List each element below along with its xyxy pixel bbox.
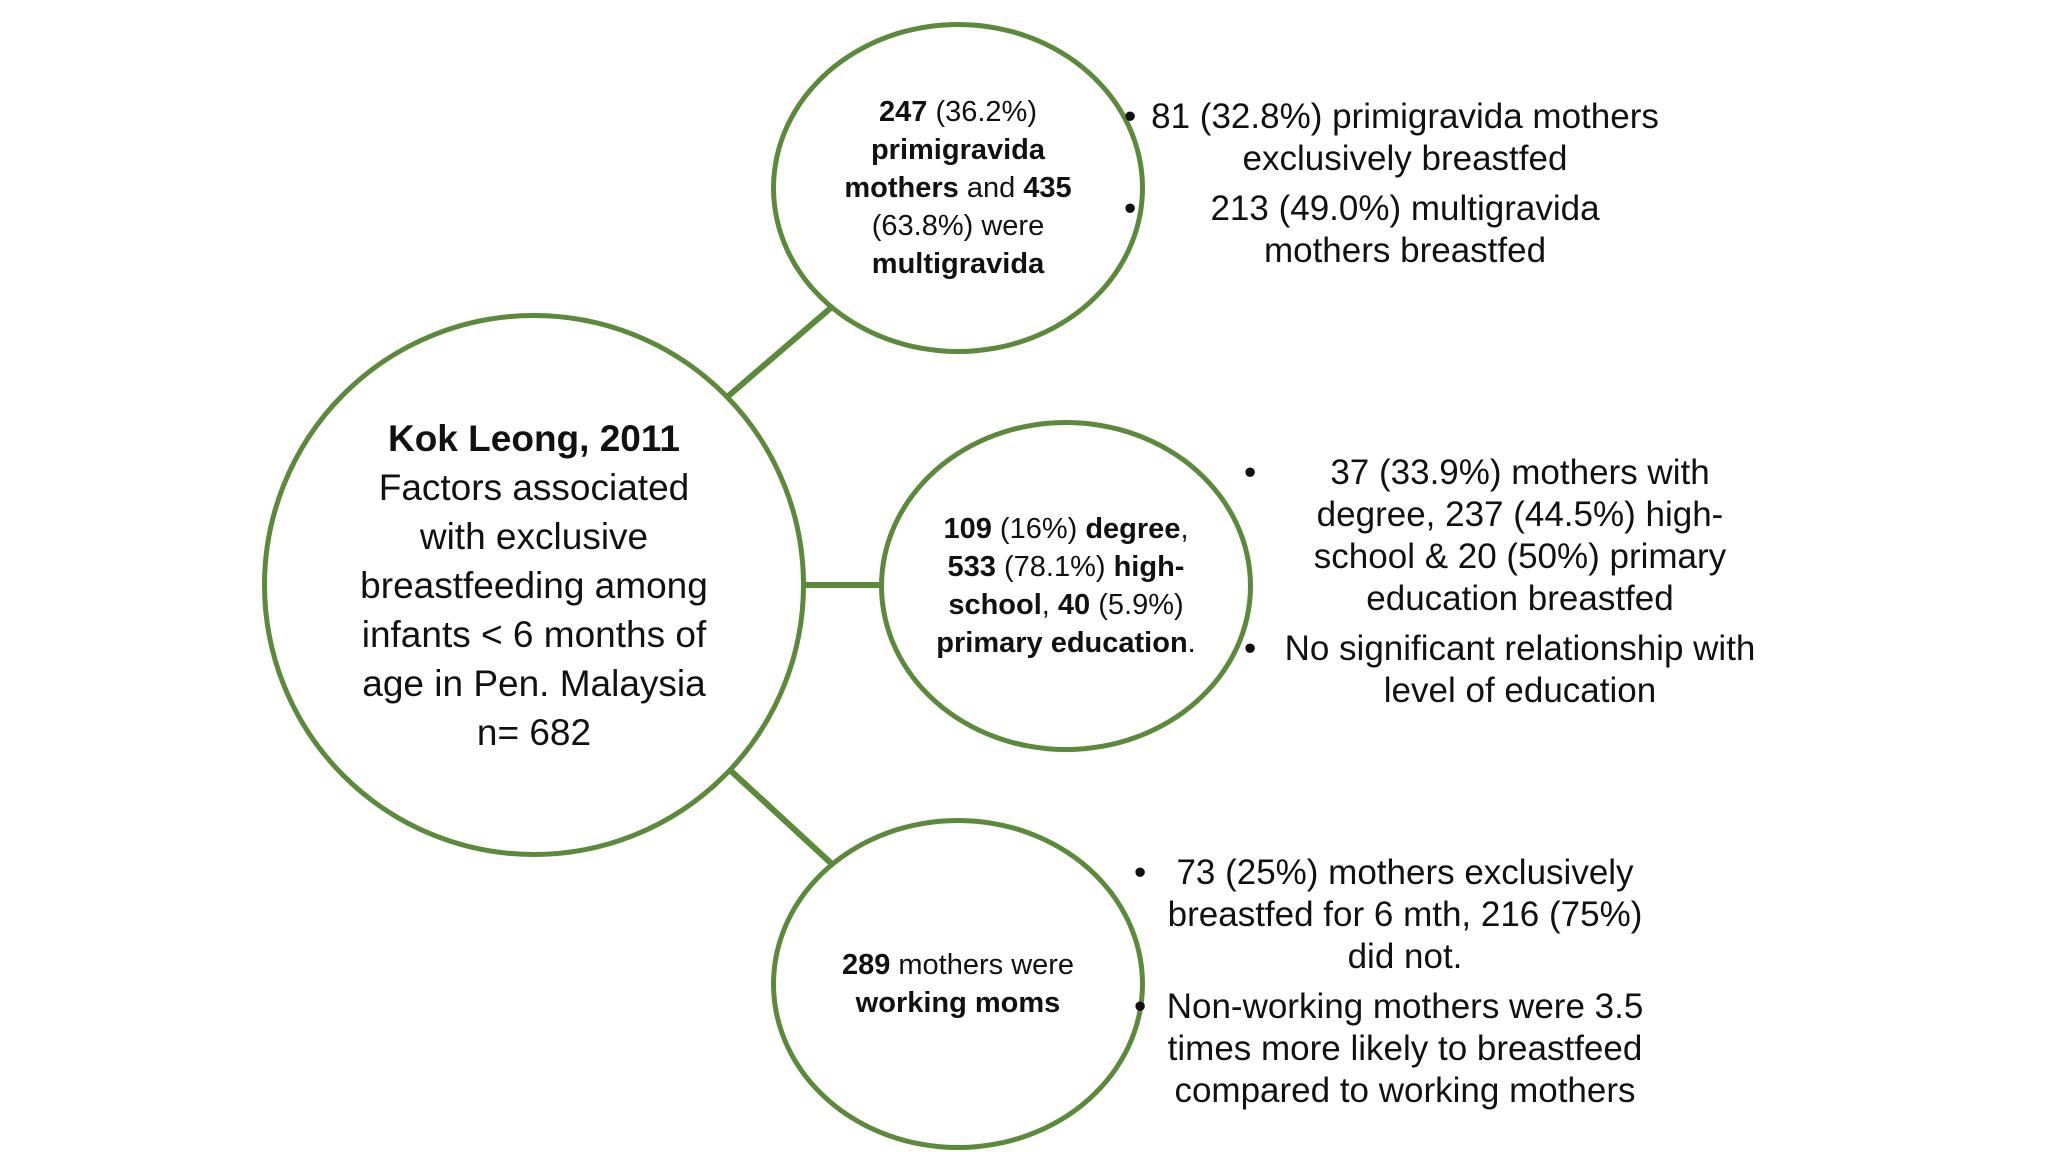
education-highschool-label: high-school [948,551,1185,621]
gravida-multi-label: multigravida [871,248,1045,280]
main-study-text: Kok Leong, 2011 Factors associated with … [360,414,708,757]
education-finding-2: No significant relationship with level o… [1244,628,1770,712]
gravida-finding-1: 81 (32.8%) primigravida mothers exclusiv… [1124,96,1660,180]
gravida-primi-pct: (36.2%) [927,96,1037,128]
education-highschool-pct: (78.1%) [995,551,1114,583]
gravida-circle: 247 (36.2%) primigravida mothers and 435… [771,22,1145,354]
gravida-multi-pct: (63.8%) were [871,210,1045,242]
study-title: Kok Leong, 2011 [387,417,680,459]
study-line-4: infants < 6 months of [361,613,707,655]
main-study-circle: Kok Leong, 2011 Factors associated with … [262,313,806,857]
education-comma-1: , [1180,513,1189,545]
gravida-primi-label: primigravida mothers [844,134,1046,204]
education-degree-pct: (16%) [991,513,1086,545]
working-circle: 289 mothers were working moms [771,818,1145,1150]
education-comma-2: , [1041,589,1058,621]
working-text: 289 mothers were working moms [823,946,1093,1022]
study-line-2: with exclusive [419,515,649,557]
study-line-5: age in Pen. Malaysia [362,662,706,704]
gravida-finding-2: 213 (49.0%) multigravida mothers breastf… [1124,188,1660,272]
working-finding-2: Non-working mothers were 3.5 times more … [1134,986,1650,1112]
gravida-findings: 81 (32.8%) primigravida mothers exclusiv… [1124,96,1660,280]
working-mid: mothers were [890,949,1075,981]
education-text: 109 (16%) degree, 533 (78.1%) high-schoo… [931,510,1201,662]
education-degree-label: degree [1085,513,1181,545]
gravida-and: and [958,172,1024,204]
education-findings: 37 (33.9%) mothers with degree, 237 (44.… [1244,452,1770,720]
education-period: . [1187,627,1196,659]
education-primary-label: primary education [936,627,1188,659]
working-findings: 73 (25%) mothers exclusively breastfed f… [1134,852,1650,1120]
education-circle: 109 (16%) degree, 533 (78.1%) high-schoo… [879,420,1253,752]
study-line-3: breastfeeding among [360,564,708,606]
education-finding-1: 37 (33.9%) mothers with degree, 237 (44.… [1244,452,1770,620]
education-degree-count: 109 [943,513,992,545]
connector-main-to-gravida [724,303,835,401]
study-sample-size: n= 682 [476,711,592,753]
gravida-primi-count: 247 [879,96,928,128]
education-primary-count: 40 [1057,589,1091,621]
connector-main-to-working [727,767,836,868]
gravida-text: 247 (36.2%) primigravida mothers and 435… [828,93,1088,283]
education-primary-pct: (5.9%) [1090,589,1184,621]
education-highschool-count: 533 [947,551,996,583]
working-finding-1: 73 (25%) mothers exclusively breastfed f… [1134,852,1650,978]
study-line-1: Factors associated [378,466,690,508]
gravida-multi-count: 435 [1023,172,1072,204]
working-count: 289 [841,949,891,981]
working-label: working moms [855,987,1061,1019]
